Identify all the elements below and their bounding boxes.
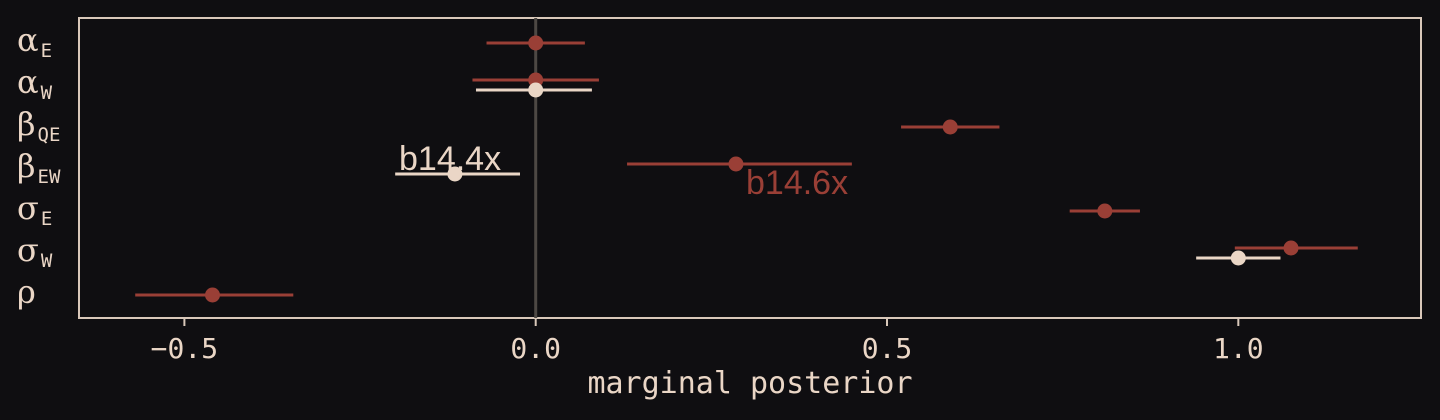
param-subscript-beta_EW: EW (38, 166, 61, 188)
point-beta_EW (728, 156, 744, 172)
param-label-rho: ρ (17, 273, 36, 311)
x-axis: −0.5 0.0 0.5 1.0 (151, 318, 1264, 365)
point-sigma_E (1097, 203, 1113, 219)
param-subscript-beta_QE: QE (38, 124, 61, 146)
param-subscript-sigma_W: W (41, 250, 53, 272)
plot-frame (78, 17, 1422, 319)
param-subscript-alpha_W: W (41, 82, 53, 104)
point-sigma_W (1283, 240, 1299, 256)
series-label-b14-6x: b14.6x (746, 164, 848, 202)
series-label-b14-4x: b14.4x (399, 140, 501, 178)
point-sigma_W (1230, 250, 1246, 266)
point-alpha_W (528, 82, 544, 98)
point-rho (204, 287, 220, 303)
param-subscript-alpha_E: E (41, 40, 52, 62)
param-subscript-sigma_E: E (41, 208, 52, 230)
x-tick-label: 1.0 (1213, 332, 1264, 365)
point-alpha_E (528, 35, 544, 51)
param-label-beta_EW: β EW (17, 147, 61, 188)
x-axis-title: marginal posterior (587, 366, 912, 401)
x-tick-label: 0.5 (862, 332, 913, 365)
param-label-beta_QE: β QE (17, 105, 60, 146)
x-tick-label: −0.5 (151, 332, 218, 365)
x-tick-label: 0.0 (510, 332, 561, 365)
point-beta_QE (942, 119, 958, 135)
parameter-labels: α Eα Wβ QEβ EWσ Eσ Wρ (17, 21, 61, 311)
